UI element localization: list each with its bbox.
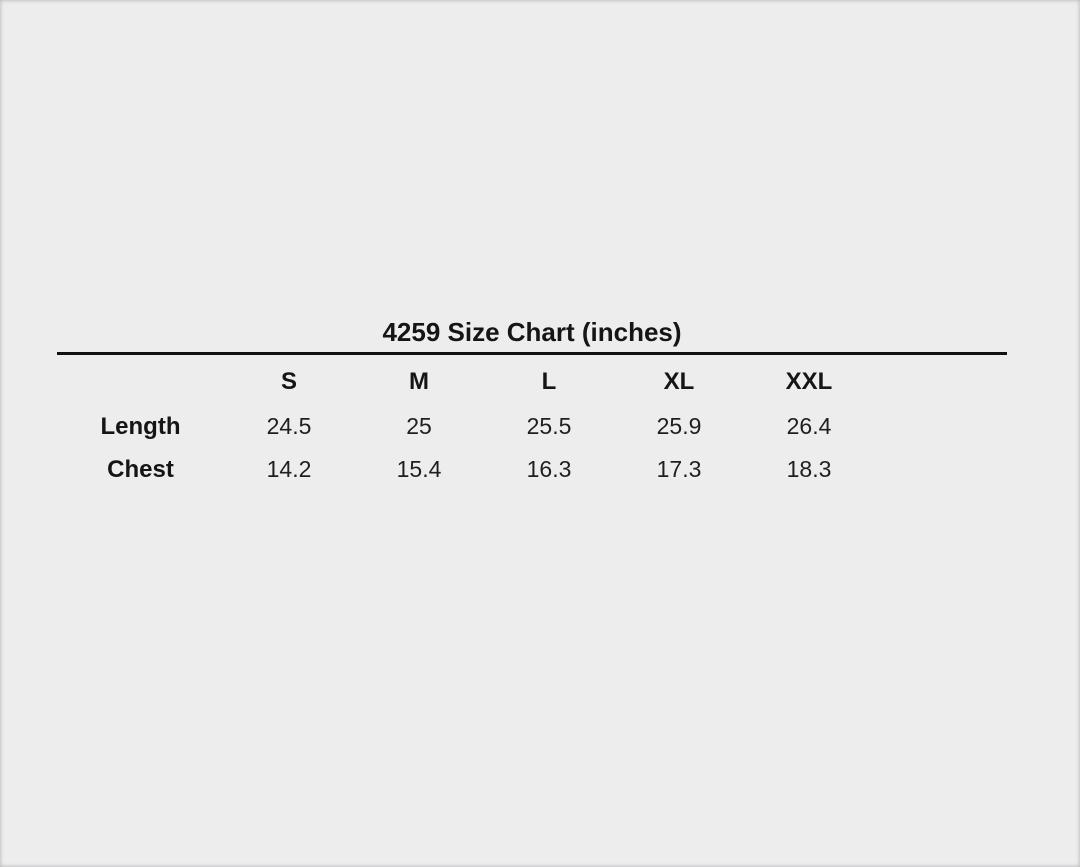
- length-value-s: 24.5: [266, 413, 312, 439]
- table-row-chest: Chest 14.2 15.4 16.3 17.3 18.3: [57, 448, 1007, 491]
- column-header-xl: XL: [663, 368, 695, 395]
- row-label-chest: Chest: [107, 455, 174, 483]
- size-header-row: S M L XL XXL: [57, 355, 1007, 405]
- chest-value-xl: 17.3: [656, 456, 702, 482]
- row-label-length: Length: [100, 412, 181, 440]
- column-header-s: S: [280, 368, 297, 395]
- size-chart-table: S M L XL XXL Length 24.5 25 25.5 25.9 26…: [57, 355, 1007, 491]
- chest-value-xxl: 18.3: [786, 456, 832, 482]
- length-value-m: 25: [406, 413, 432, 439]
- chest-value-l: 16.3: [526, 456, 572, 482]
- title-divider-rule: [57, 352, 1007, 355]
- row-filler: [874, 448, 1007, 491]
- length-value-l: 25.5: [526, 413, 572, 439]
- column-header-l: L: [541, 368, 557, 395]
- row-filler: [874, 405, 1007, 448]
- header-filler: [874, 355, 1007, 405]
- length-value-xxl: 26.4: [786, 413, 832, 439]
- chest-value-m: 15.4: [396, 456, 442, 482]
- table-row-length: Length 24.5 25 25.5 25.9 26.4: [57, 405, 1007, 448]
- column-header-xxl: XXL: [785, 368, 833, 395]
- header-spacer: [57, 355, 224, 405]
- size-chart: 4259 Size Chart (inches) S M L XL XXL Le…: [57, 314, 1007, 491]
- chest-value-s: 14.2: [266, 456, 312, 482]
- length-value-xl: 25.9: [656, 413, 702, 439]
- column-header-m: M: [409, 368, 429, 395]
- size-chart-title: 4259 Size Chart (inches): [382, 317, 682, 347]
